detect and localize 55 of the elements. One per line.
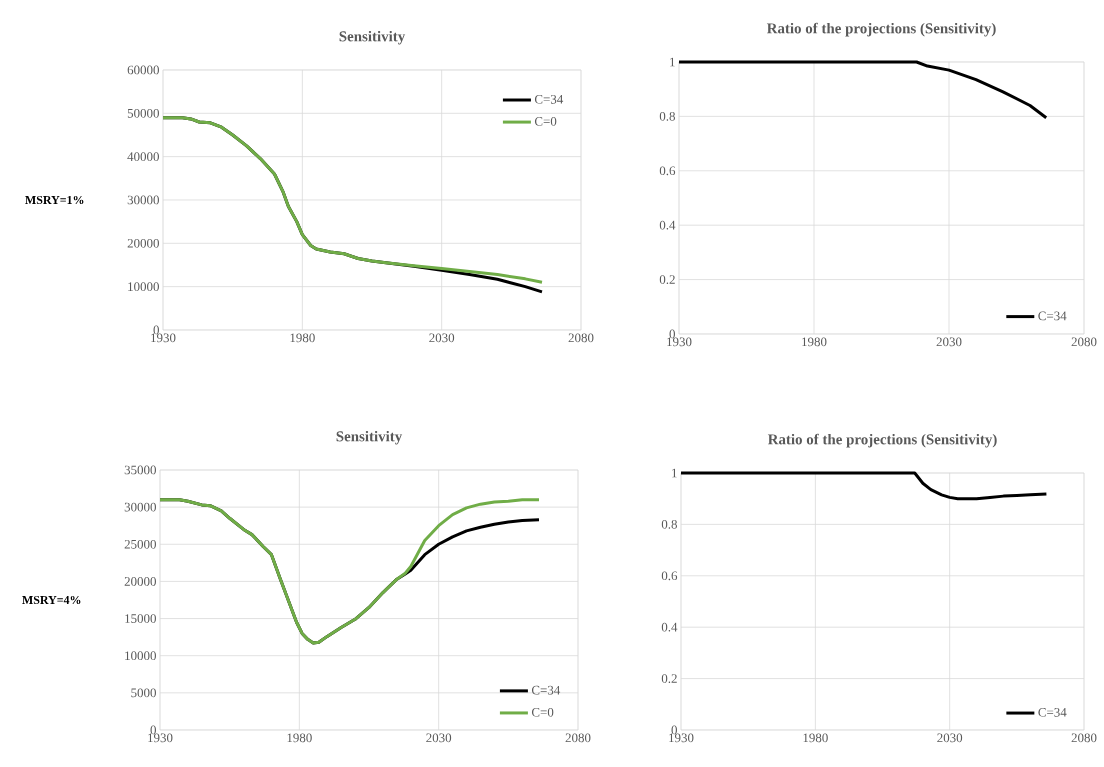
y-tick-label: 10000 — [128, 282, 159, 292]
y-tick-label: 0 — [669, 329, 675, 339]
y-tick-label: 0.4 — [661, 622, 678, 632]
y-tick-label: 0 — [150, 725, 156, 735]
legend-label: C=34 — [1038, 708, 1067, 717]
text: MSRY=4% — [22, 595, 81, 605]
legend-label: C=0 — [534, 117, 557, 126]
y-tick-label: 15000 — [125, 614, 156, 623]
x-tick-label: 1980 — [802, 337, 827, 347]
x-tick-label: 1930 — [151, 333, 176, 343]
y-tick-label: 0.2 — [659, 275, 675, 284]
y-tick-label: 30000 — [127, 195, 159, 205]
x-tick-label: 2080 — [1071, 733, 1097, 743]
x-tick-label: 2030 — [426, 733, 452, 743]
x-tick-label: 2030 — [429, 333, 455, 343]
y-tick-label: 40000 — [127, 152, 159, 162]
x-tick-label: 2080 — [568, 333, 594, 343]
y-tick-label: 25000 — [124, 539, 156, 549]
y-tick-label: 5000 — [131, 688, 156, 698]
y-tick-label: 60000 — [127, 65, 159, 75]
y-tick-label: 0.6 — [659, 166, 676, 176]
x-tick-label: 1930 — [148, 733, 173, 743]
x-tick-label: 2080 — [1071, 337, 1097, 347]
chart-title: Ratio of the projections (Sensitivity) — [766, 22, 996, 37]
y-tick-label: 1 — [670, 57, 675, 67]
legend-label: C=34 — [534, 94, 564, 104]
x-tick-label: 1980 — [290, 333, 315, 343]
legend-label: C=34 — [1038, 311, 1067, 321]
x-tick-label: 1980 — [287, 733, 312, 743]
text: MSRY=1% — [25, 195, 84, 205]
legend-label: C=0 — [531, 707, 554, 717]
y-tick-label: 30000 — [124, 502, 156, 512]
y-tick-label: 0.6 — [661, 571, 678, 581]
y-tick-label: 20000 — [127, 238, 159, 248]
x-tick-label: 2030 — [937, 733, 963, 743]
chart-title: Ratio of the projections (Sensitivity) — [767, 433, 997, 448]
x-tick-label: 2030 — [936, 337, 962, 347]
chart-title: Sensitivity — [339, 30, 406, 45]
x-tick-label: 1980 — [803, 733, 828, 743]
y-tick-label: 1 — [672, 468, 677, 478]
legend-label: C=34 — [531, 685, 561, 695]
y-tick-label: 0.4 — [659, 220, 676, 230]
chart-title: Sensitivity — [336, 430, 403, 445]
y-tick-label: 0.8 — [659, 111, 675, 121]
y-tick-label: 20000 — [124, 577, 156, 586]
x-tick-label: 1930 — [667, 337, 692, 347]
x-tick-label: 2080 — [565, 733, 591, 743]
x-tick-label: 1930 — [669, 733, 694, 743]
y-tick-label: 10000 — [125, 651, 156, 661]
y-tick-label: 0.2 — [661, 674, 677, 683]
y-tick-label: 0.8 — [661, 519, 677, 529]
y-tick-label: 50000 — [127, 108, 159, 118]
y-tick-label: 0 — [153, 325, 159, 335]
y-tick-label: 0 — [671, 725, 677, 735]
y-tick-label: 35000 — [124, 465, 156, 475]
